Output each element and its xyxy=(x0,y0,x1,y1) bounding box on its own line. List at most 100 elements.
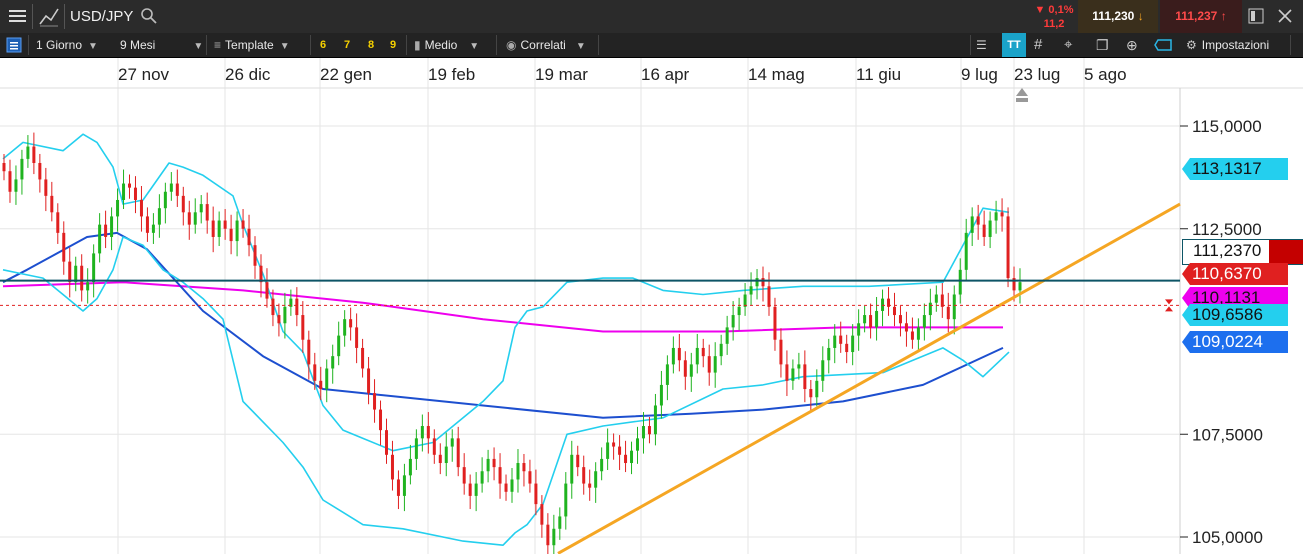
grid-icon[interactable]: # xyxy=(1034,36,1043,53)
timeframe-select[interactable]: 1 Giorno ▼ xyxy=(36,33,98,57)
candle-body xyxy=(2,162,6,172)
x-tick-label: 26 dic xyxy=(225,65,271,84)
candle-body xyxy=(480,471,484,484)
candle-body xyxy=(887,298,891,307)
candle-body xyxy=(295,298,299,316)
candle-body xyxy=(683,360,687,377)
candle-body xyxy=(367,368,371,394)
candle-body xyxy=(552,528,556,546)
candle-body xyxy=(133,187,137,200)
candle-body xyxy=(1018,282,1022,291)
candle-body xyxy=(259,265,263,283)
candle-body xyxy=(898,315,902,324)
candle-body xyxy=(863,315,867,324)
chart-type-icon[interactable] xyxy=(38,0,62,33)
candle-body xyxy=(432,438,436,455)
candle-body xyxy=(74,265,78,283)
candle-body xyxy=(20,158,24,180)
chart-grid xyxy=(0,58,1303,554)
candle-body xyxy=(534,483,538,505)
windows-icon[interactable]: ❐ xyxy=(1096,37,1109,53)
bid-price: 111,230 xyxy=(1092,9,1135,23)
candle-body xyxy=(414,438,418,459)
candle-body xyxy=(151,224,155,233)
candle-body xyxy=(217,220,221,237)
settings-button[interactable]: ⚙ Impostazioni xyxy=(1186,33,1269,57)
search-icon[interactable] xyxy=(140,0,158,33)
candle-body xyxy=(247,228,251,246)
candle-body xyxy=(474,483,478,496)
candle-body xyxy=(761,278,765,287)
x-tick-label: 9 lug xyxy=(961,65,998,84)
quick-button-7[interactable]: 7 xyxy=(344,39,351,51)
candle-body xyxy=(199,204,203,213)
candle-body xyxy=(92,253,96,283)
x-tick-label: 23 lug xyxy=(1014,65,1060,84)
time-marker-icon xyxy=(1016,88,1028,102)
candle-body xyxy=(50,195,54,213)
list-icon[interactable] xyxy=(6,33,24,57)
y-tick-label: 112,5000 xyxy=(1192,220,1262,239)
chevron-down-icon: ▼ xyxy=(279,41,290,52)
crosshair-icon[interactable]: ⊕ xyxy=(1126,37,1138,53)
candle-body xyxy=(916,327,920,340)
candle-body xyxy=(785,364,789,381)
dock-icon[interactable] xyxy=(1248,8,1264,24)
candle-body xyxy=(116,199,120,217)
candle-body xyxy=(600,458,604,472)
candle-body xyxy=(982,224,986,237)
candle-body xyxy=(809,389,813,398)
template-select[interactable]: ≡ Template ▼ xyxy=(214,33,290,57)
quick-button-8[interactable]: 8 xyxy=(368,39,375,51)
candle-body xyxy=(456,438,460,468)
menu-icon[interactable] xyxy=(8,0,30,33)
candle-body xyxy=(755,278,759,287)
candle-body xyxy=(934,294,938,303)
text-toggle-button[interactable]: TT xyxy=(1002,33,1026,57)
candle-body xyxy=(647,426,651,435)
ask-price: 111,237 xyxy=(1175,9,1218,23)
close-icon[interactable] xyxy=(1278,9,1292,23)
candle-body xyxy=(122,183,126,200)
x-tick-label: 22 gen xyxy=(320,65,372,84)
candle-body xyxy=(420,426,424,439)
crosshair-grid-icon[interactable]: ⌖ xyxy=(1064,36,1073,53)
candle-body xyxy=(928,302,932,316)
candle-body xyxy=(128,183,132,188)
candle-body xyxy=(426,426,430,439)
chart-style-select[interactable]: ▮ Medio ▼ xyxy=(414,33,479,57)
sliders-icon: ≡ xyxy=(214,38,222,52)
x-tick-label: 5 ago xyxy=(1084,65,1127,84)
quick-button-9[interactable]: 9 xyxy=(390,39,397,51)
candle-body xyxy=(486,458,490,472)
candle-body xyxy=(570,454,574,484)
candle-body xyxy=(373,393,377,410)
gear-icon: ⚙ xyxy=(1186,38,1197,52)
candle-body xyxy=(558,516,562,529)
price-chart[interactable]: 27 nov 26 dic 22 gen 19 feb 19 mar 16 apr 14 m… xyxy=(0,58,1303,554)
candle-body xyxy=(462,467,466,484)
candle-body xyxy=(510,479,514,492)
text-size-icon[interactable]: ☰ xyxy=(976,38,987,52)
candle-body xyxy=(265,282,269,299)
change-pts: 11,2 xyxy=(1043,18,1065,30)
candle-body xyxy=(701,347,705,357)
x-axis-labels: 27 nov 26 dic 22 gen 19 feb 19 mar 16 apr 14 m… xyxy=(118,65,1127,84)
moving-average-magenta-line xyxy=(2,281,1003,333)
ask-button[interactable]: 111,237 ↑ xyxy=(1160,0,1242,33)
quick-button-6[interactable]: 6 xyxy=(320,39,327,51)
symbol-label[interactable]: USD/JPY xyxy=(70,8,134,25)
range-select[interactable]: 9 Mesi ▼ xyxy=(120,33,203,57)
candle-body xyxy=(845,343,849,353)
related-select[interactable]: ◉ Correlati ▼ xyxy=(506,33,586,57)
candle-body xyxy=(707,356,711,373)
candle-body xyxy=(355,327,359,348)
top-bar: USD/JPY ▼ 0,1% 11,2 111,230 ↓ 111,237 ↑ xyxy=(0,0,1303,34)
candle-body xyxy=(319,380,323,390)
candle-body xyxy=(582,467,586,484)
arrow-up-icon: ↑ xyxy=(1220,9,1227,23)
bid-button[interactable]: 111,230 ↓ xyxy=(1078,0,1158,33)
label-icon[interactable] xyxy=(1154,33,1176,57)
candle-body xyxy=(253,245,257,266)
candle-body xyxy=(14,179,18,192)
